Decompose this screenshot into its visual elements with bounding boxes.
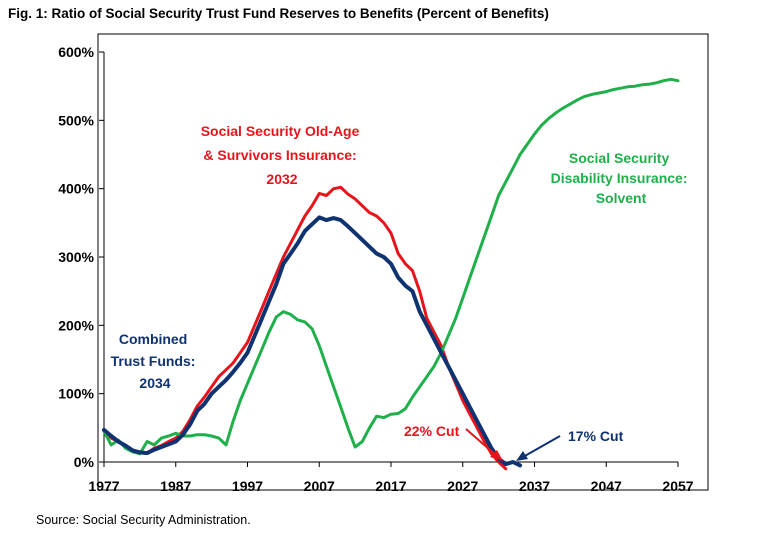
y-tick-label: 100%: [58, 386, 94, 402]
oasi-annotation-line-3: 2032: [266, 171, 297, 187]
di-annotation: Social Security Disability Insurance: So…: [551, 150, 692, 206]
oasi-cut-arrowhead: [490, 450, 503, 461]
oasi-cut-label: 22% Cut: [404, 423, 460, 439]
di-annotation-line-3: Solvent: [596, 190, 647, 206]
x-tick-label: 2027: [447, 478, 478, 494]
y-tick-label: 500%: [58, 112, 94, 128]
oasi-annotation: Social Security Old-Age & Survivors Insu…: [201, 123, 364, 187]
combined-cut-label: 17% Cut: [568, 428, 624, 444]
combined-annotation-line-2: Trust Funds:: [111, 353, 196, 369]
x-tick-label: 2007: [304, 478, 335, 494]
x-tick-label: 2047: [591, 478, 622, 494]
series-line-combined-trust-funds: [102, 215, 523, 468]
x-tick-label: 1987: [160, 478, 191, 494]
di-annotation-line-2: Disability Insurance:: [551, 170, 688, 186]
combined-annotation-line-1: Combined: [119, 331, 187, 347]
x-tick-label: 2057: [662, 478, 693, 494]
x-tick-label: 2037: [519, 478, 550, 494]
oasi-cut-arrow: [465, 428, 499, 458]
x-tick-label: 1977: [88, 478, 119, 494]
y-tick-label: 200%: [58, 317, 94, 333]
combined-cut-arrow: [522, 435, 561, 458]
oasi-annotation-line-2: & Survivors Insurance:: [203, 147, 356, 163]
series-line-social-security-disability-insurance: [102, 77, 680, 456]
source-note: Source: Social Security Administration.: [36, 513, 251, 527]
series-line-social-security-old-age-survivors-insurance: [102, 185, 508, 471]
di-annotation-line-1: Social Security: [569, 150, 670, 166]
y-tick-label: 300%: [58, 249, 94, 265]
y-tick-label: 400%: [58, 181, 94, 197]
x-tick-label: 2017: [375, 478, 406, 494]
x-tick-label: 1997: [232, 478, 263, 494]
chart-title: Fig. 1: Ratio of Social Security Trust F…: [8, 6, 549, 21]
y-tick-label: 600%: [58, 44, 94, 60]
combined-annotation-line-3: 2034: [139, 375, 170, 391]
y-tick-label: 0%: [74, 454, 95, 470]
combined-annotation: Combined Trust Funds: 2034: [111, 331, 200, 391]
plot-frame: [97, 33, 709, 491]
oasi-annotation-line-1: Social Security Old-Age: [201, 123, 360, 139]
combined-cut-arrowhead: [516, 451, 528, 461]
